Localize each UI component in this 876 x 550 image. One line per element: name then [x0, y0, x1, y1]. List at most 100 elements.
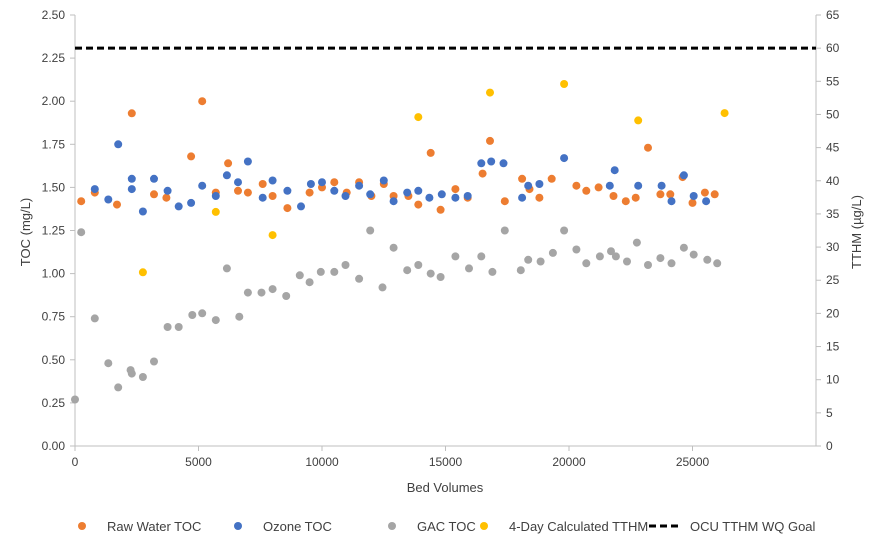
- point-raw-water-toc: [518, 174, 527, 183]
- point-ozone-toc: [222, 171, 231, 180]
- point-ozone-toc: [127, 174, 136, 183]
- point-raw-water-toc: [198, 97, 207, 106]
- point-4-day-calculated-tthm: [560, 80, 569, 88]
- point-raw-water-toc: [127, 109, 136, 118]
- point-gac-toc: [436, 273, 445, 281]
- point-raw-water-toc: [594, 183, 603, 192]
- point-raw-water-toc: [283, 204, 292, 213]
- point-4-day-calculated-tthm: [486, 88, 494, 97]
- point-raw-water-toc: [330, 178, 339, 187]
- point-raw-water-toc: [535, 193, 544, 202]
- y-tick-label: 2.25: [42, 51, 66, 65]
- point-4-day-calculated-tthm: [414, 113, 423, 122]
- legend-label-raw-water-toc: Raw Water TOC: [107, 519, 201, 534]
- legend: Raw Water TOC Ozone TOC GAC TOC 4-Day Calcu…: [78, 519, 816, 534]
- point-raw-water-toc: [414, 200, 423, 209]
- y-tick-label: 0.00: [42, 439, 66, 453]
- point-raw-water-toc: [234, 186, 242, 195]
- point-ozone-toc: [330, 186, 339, 195]
- point-gac-toc: [163, 323, 172, 331]
- point-gac-toc: [560, 226, 569, 235]
- legend-marker-ozone-toc: [234, 522, 242, 530]
- point-gac-toc: [355, 274, 364, 283]
- y-tick-label: 2.50: [42, 8, 66, 22]
- legend-marker-gac-toc: [388, 522, 396, 530]
- point-raw-water-toc: [621, 197, 630, 206]
- point-raw-water-toc: [162, 193, 171, 202]
- point-gac-toc: [667, 259, 676, 268]
- point-gac-toc: [500, 226, 509, 235]
- point-ozone-toc: [138, 207, 147, 216]
- x-tick-label: 20000: [552, 455, 586, 469]
- point-gac-toc: [689, 250, 698, 259]
- y2-tick-label: 5: [826, 406, 833, 420]
- point-gac-toc: [341, 261, 350, 269]
- point-gac-toc: [71, 395, 79, 404]
- point-raw-water-toc: [710, 190, 719, 199]
- point-ozone-toc: [234, 178, 242, 187]
- point-gac-toc: [174, 323, 183, 331]
- point-ozone-toc: [127, 185, 136, 194]
- point-ozone-toc: [198, 181, 207, 190]
- point-ozone-toc: [403, 188, 412, 197]
- point-gac-toc: [607, 247, 615, 256]
- point-ozone-toc: [679, 171, 688, 180]
- point-ozone-toc: [355, 181, 364, 190]
- y2-tick-label: 40: [826, 174, 840, 188]
- point-gac-toc: [316, 267, 325, 276]
- point-ozone-toc: [535, 180, 544, 188]
- point-gac-toc: [77, 228, 86, 237]
- point-ozone-toc: [174, 202, 183, 211]
- point-raw-water-toc: [243, 188, 252, 197]
- point-ozone-toc: [702, 197, 711, 206]
- point-ozone-toc: [283, 186, 292, 195]
- y-tick-label: 0.50: [42, 353, 66, 367]
- point-gac-toc: [426, 269, 435, 278]
- point-gac-toc: [679, 243, 688, 252]
- point-ozone-toc: [243, 157, 252, 166]
- point-gac-toc: [330, 267, 339, 276]
- point-ozone-toc: [104, 195, 113, 204]
- point-4-day-calculated-tthm: [720, 109, 729, 118]
- point-4-day-calculated-tthm: [211, 207, 220, 216]
- point-raw-water-toc: [150, 190, 158, 199]
- point-ozone-toc: [689, 192, 698, 200]
- y-tick-label: 1.50: [42, 180, 66, 194]
- point-raw-water-toc: [666, 190, 675, 199]
- point-raw-water-toc: [478, 169, 487, 178]
- y2-tick-label: 10: [826, 373, 840, 387]
- point-ozone-toc: [187, 198, 196, 207]
- point-raw-water-toc: [268, 192, 277, 200]
- point-ozone-toc: [211, 192, 220, 200]
- point-raw-water-toc: [547, 174, 556, 183]
- y2-tick-label: 45: [826, 141, 840, 155]
- point-ozone-toc: [389, 197, 398, 206]
- point-ozone-toc: [425, 193, 434, 202]
- point-ozone-toc: [379, 176, 388, 185]
- point-ozone-toc: [366, 190, 375, 199]
- point-ozone-toc: [150, 174, 158, 183]
- y-axis-title: TOC (mg/L): [18, 198, 33, 266]
- point-raw-water-toc: [644, 143, 652, 152]
- point-gac-toc: [268, 285, 277, 294]
- legend-label-gac-toc: GAC TOC: [417, 519, 476, 534]
- point-ozone-toc: [634, 181, 643, 190]
- point-ozone-toc: [341, 192, 350, 200]
- point-gac-toc: [282, 292, 291, 300]
- point-ozone-toc: [268, 176, 277, 185]
- point-gac-toc: [90, 314, 99, 323]
- y-tick-label: 0.75: [42, 310, 66, 324]
- y2-tick-label: 20: [826, 306, 840, 320]
- point-ozone-toc: [414, 186, 423, 195]
- point-raw-water-toc: [113, 200, 121, 209]
- point-gac-toc: [451, 252, 460, 261]
- point-gac-toc: [703, 255, 712, 264]
- point-gac-toc: [295, 271, 304, 280]
- point-ozone-toc: [297, 202, 305, 211]
- point-raw-water-toc: [224, 159, 233, 168]
- point-gac-toc: [138, 373, 147, 381]
- legend-label-ocu-tthm-wq-goal: OCU TTHM WQ Goal: [690, 519, 816, 534]
- point-raw-water-toc: [631, 193, 640, 202]
- point-raw-water-toc: [609, 192, 618, 200]
- point-raw-water-toc: [700, 188, 709, 197]
